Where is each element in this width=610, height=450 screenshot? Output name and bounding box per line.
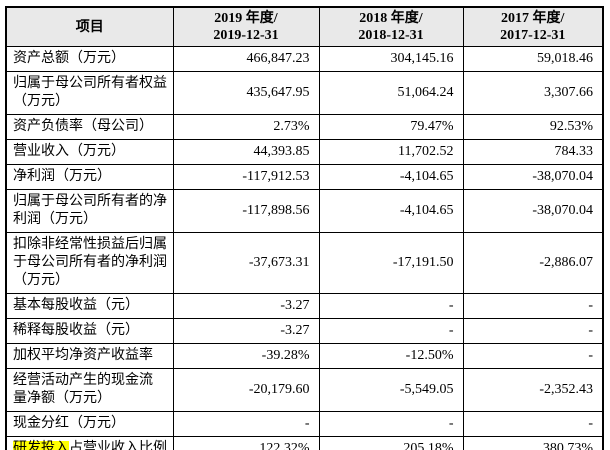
value-2017: -38,070.04	[462, 189, 604, 233]
row-label: 营业收入（万元）	[5, 139, 174, 165]
value-2019: 44,393.85	[172, 139, 320, 165]
value-2017: 784.33	[462, 139, 604, 165]
header-2019: 2019 年度/ 2019-12-31	[172, 6, 320, 47]
row-label: 研发投入占营业收入比例	[5, 436, 174, 450]
value-2017: -38,070.04	[462, 164, 604, 190]
table-row-operating-cashflow: 经营活动产生的现金流 量净额（万元） -20,179.60 -5,549.05 …	[5, 368, 604, 412]
value-2017: 380.73%	[462, 436, 604, 450]
value-2017: 59,018.46	[462, 46, 604, 72]
value-2019: 435,647.95	[172, 71, 320, 115]
value-2018: 51,064.24	[318, 71, 464, 115]
value-2017: 92.53%	[462, 114, 604, 140]
table-row-rd-ratio: 研发投入占营业收入比例 122.32% 205.18% 380.73%	[5, 436, 604, 450]
value-2017: -	[462, 343, 604, 369]
row-label: 资产负债率（母公司）	[5, 114, 174, 140]
value-2019: 122.32%	[172, 436, 320, 450]
value-2019: -117,898.56	[172, 189, 320, 233]
row-label: 基本每股收益（元）	[5, 293, 174, 319]
table-row-revenue: 营业收入（万元） 44,393.85 11,702.52 784.33	[5, 139, 604, 165]
value-2019: 466,847.23	[172, 46, 320, 72]
row-label: 经营活动产生的现金流 量净额（万元）	[5, 368, 174, 412]
value-2018: -12.50%	[318, 343, 464, 369]
row-label: 扣除非经常性损益后归属 于母公司所有者的净利润 （万元）	[5, 232, 174, 294]
value-2018: -17,191.50	[318, 232, 464, 294]
value-2018: -	[318, 318, 464, 344]
value-2017: -	[462, 318, 604, 344]
header-row: 项目 2019 年度/ 2019-12-31 2018 年度/ 2018-12-…	[5, 6, 604, 47]
value-2018: -4,104.65	[318, 164, 464, 190]
value-2019: -3.27	[172, 318, 320, 344]
table-row-deducted-net-profit: 扣除非经常性损益后归属 于母公司所有者的净利润 （万元） -37,673.31 …	[5, 232, 604, 294]
table-row-basic-eps: 基本每股收益（元） -3.27 - -	[5, 293, 604, 319]
row-label: 归属于母公司所有者的净 利润（万元）	[5, 189, 174, 233]
financial-summary-table: 项目 2019 年度/ 2019-12-31 2018 年度/ 2018-12-…	[5, 6, 604, 450]
value-2017: -	[462, 293, 604, 319]
value-2018: -5,549.05	[318, 368, 464, 412]
table-row-net-profit: 净利润（万元） -117,912.53 -4,104.65 -38,070.04	[5, 164, 604, 190]
table-row-cash-dividend: 现金分红（万元） - - -	[5, 411, 604, 437]
value-2017: -2,352.43	[462, 368, 604, 412]
row-label: 现金分红（万元）	[5, 411, 174, 437]
value-2019: -	[172, 411, 320, 437]
value-2019: -3.27	[172, 293, 320, 319]
value-2019: -37,673.31	[172, 232, 320, 294]
header-2017: 2017 年度/ 2017-12-31	[462, 6, 604, 47]
value-2019: -20,179.60	[172, 368, 320, 412]
row-label: 稀释每股收益（元）	[5, 318, 174, 344]
row-label: 净利润（万元）	[5, 164, 174, 190]
value-2017: 3,307.66	[462, 71, 604, 115]
table-row-parent-equity: 归属于母公司所有者权益 （万元） 435,647.95 51,064.24 3,…	[5, 71, 604, 115]
table-row-diluted-eps: 稀释每股收益（元） -3.27 - -	[5, 318, 604, 344]
value-2019: -39.28%	[172, 343, 320, 369]
table-row-weighted-roe: 加权平均净资产收益率 -39.28% -12.50% -	[5, 343, 604, 369]
table-row-parent-net-profit: 归属于母公司所有者的净 利润（万元） -117,898.56 -4,104.65…	[5, 189, 604, 233]
value-2018: 205.18%	[318, 436, 464, 450]
row-label: 归属于母公司所有者权益 （万元）	[5, 71, 174, 115]
value-2019: 2.73%	[172, 114, 320, 140]
value-2017: -	[462, 411, 604, 437]
header-2018: 2018 年度/ 2018-12-31	[318, 6, 464, 47]
header-item: 项目	[5, 6, 174, 47]
value-2018: 11,702.52	[318, 139, 464, 165]
value-2018: 79.47%	[318, 114, 464, 140]
table-row-total-assets: 资产总额（万元） 466,847.23 304,145.16 59,018.46	[5, 46, 604, 72]
value-2018: 304,145.16	[318, 46, 464, 72]
value-2018: -4,104.65	[318, 189, 464, 233]
row-label: 资产总额（万元）	[5, 46, 174, 72]
value-2017: -2,886.07	[462, 232, 604, 294]
value-2019: -117,912.53	[172, 164, 320, 190]
value-2018: -	[318, 293, 464, 319]
highlighted-text: 研发投入	[13, 441, 69, 450]
value-2018: -	[318, 411, 464, 437]
row-label: 加权平均净资产收益率	[5, 343, 174, 369]
row-label-rest: 占营业收入比例	[69, 441, 167, 450]
table-row-debt-ratio: 资产负债率（母公司） 2.73% 79.47% 92.53%	[5, 114, 604, 140]
